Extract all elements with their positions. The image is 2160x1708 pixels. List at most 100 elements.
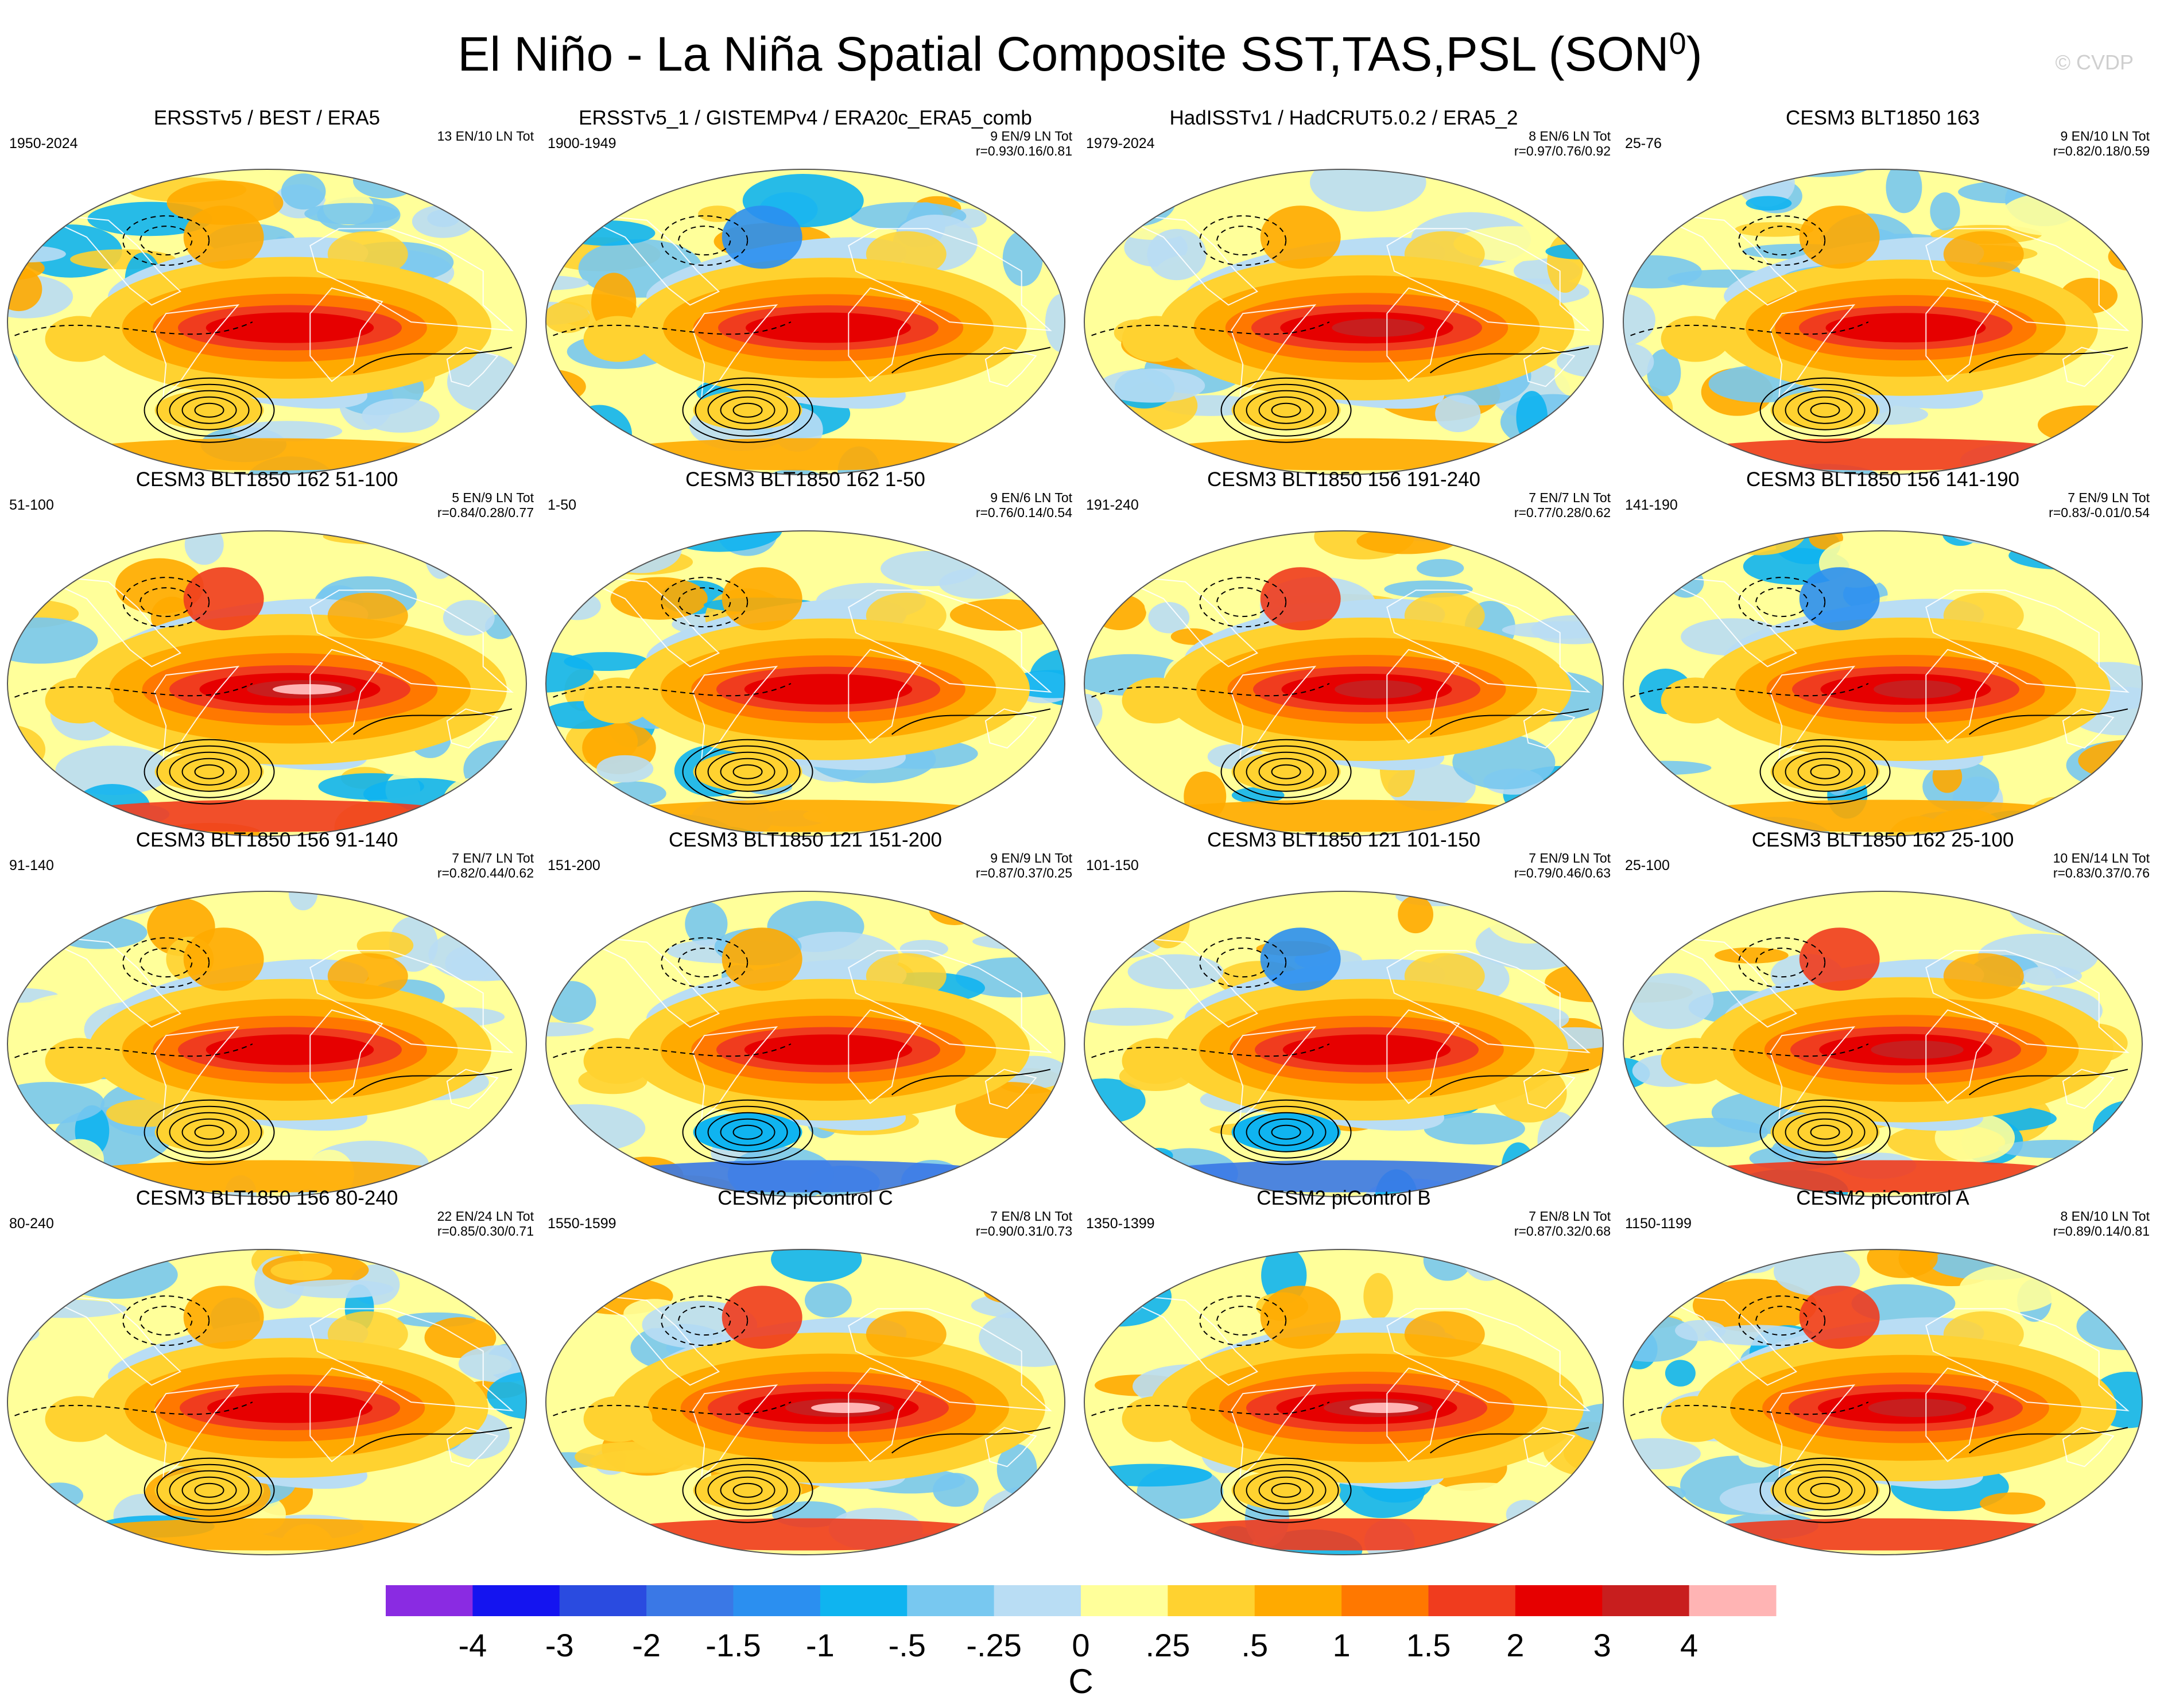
panel-event-count: 7 EN/9 LN Tot [1529, 851, 1611, 865]
colorbar-swatch [1341, 1585, 1429, 1616]
panel-title: CESM3 BLT1850 162 51-100 [135, 468, 398, 491]
colorbar-swatch [733, 1585, 821, 1616]
colorbar-swatch [1168, 1585, 1255, 1616]
panel-pattern-correlation: r=0.82/0.44/0.62 [437, 865, 534, 880]
panel-pattern-correlation: r=0.79/0.46/0.63 [1514, 865, 1611, 880]
panel-event-count: 9 EN/10 LN Tot [2060, 129, 2150, 143]
map-field [546, 891, 1065, 1197]
panel-event-count: 9 EN/6 LN Tot [990, 490, 1072, 505]
map-panel: ERSSTv5_1 / GISTEMPv4 / ERA20c_ERA5_comb… [538, 107, 1072, 475]
panel-pattern-correlation: r=0.76/0.14/0.54 [975, 505, 1072, 520]
map-panel: CESM3 BLT1850 162 25-100 25-100 10 EN/14 L… [1616, 829, 2150, 1197]
map-panel: CESM2 piControl A 1150-1199 8 EN/10 LN Tot… [1616, 1187, 2150, 1555]
colorbar-tick-label: -3 [545, 1627, 574, 1663]
map-panel: CESM3 BLT1850 163 25-76 9 EN/10 LN Tot r=0.… [1616, 107, 2150, 475]
colorbar-swatch [559, 1585, 647, 1616]
map-panel: HadISSTv1 / HadCRUT5.0.2 / ERA5_2 1979-20… [1077, 107, 1611, 475]
colorbar-tick-label: 1 [1333, 1627, 1351, 1663]
colorbar-swatch [1254, 1585, 1342, 1616]
panel-title: CESM3 BLT1850 121 151-200 [668, 829, 943, 851]
panel-event-count: 10 EN/14 LN Tot [2053, 851, 2150, 865]
composite-map [1084, 891, 1604, 1197]
colorbar-tick-label: -2 [632, 1627, 661, 1663]
map-field [7, 531, 526, 836]
map-field [1084, 1249, 1603, 1555]
composite-map [545, 530, 1065, 837]
panel-pattern-correlation: r=0.89/0.14/0.81 [2053, 1224, 2150, 1239]
panel-pattern-correlation: r=0.84/0.28/0.77 [437, 505, 534, 520]
panel-title: CESM2 piControl B [1257, 1187, 1431, 1209]
colorbar-tick-label: 4 [1680, 1627, 1698, 1663]
colorbar-tick-label: 1.5 [1406, 1627, 1451, 1663]
panel-title: CESM3 BLT1850 156 141-190 [1746, 468, 2020, 491]
panel-years: 141-190 [1625, 497, 1678, 513]
composite-map [7, 891, 527, 1197]
panel-years: 151-200 [548, 857, 600, 874]
panel-event-count: 9 EN/9 LN Tot [990, 851, 1072, 865]
colorbar-swatch [1081, 1585, 1168, 1616]
panel-event-count: 8 EN/6 LN Tot [1529, 129, 1611, 143]
colorbar-swatch [1602, 1585, 1690, 1616]
panel-pattern-correlation: r=0.77/0.28/0.62 [1514, 505, 1611, 520]
panel-pattern-correlation: r=0.87/0.37/0.25 [975, 865, 1072, 880]
panel-title: CESM3 BLT1850 156 191-240 [1207, 468, 1481, 491]
panel-years: 80-240 [9, 1216, 54, 1232]
composite-map [1084, 169, 1604, 475]
map-panel: ERSSTv5 / BEST / ERA5 1950-2024 13 EN/10 L… [0, 107, 534, 475]
panel-pattern-correlation: r=0.83/0.37/0.76 [2053, 865, 2150, 880]
panel-years: 25-76 [1625, 135, 1662, 152]
colorbar-tick-label: .5 [1241, 1627, 1268, 1663]
panel-title: CESM3 BLT1850 156 80-240 [135, 1187, 398, 1209]
panel-pattern-correlation: r=0.85/0.30/0.71 [437, 1224, 534, 1239]
cvdp-watermark: © CVDP [2055, 51, 2134, 74]
panel-pattern-correlation: r=0.87/0.32/0.68 [1514, 1224, 1611, 1239]
map-field [7, 1249, 526, 1555]
colorbar-tick-label: 2 [1506, 1627, 1524, 1663]
composite-map [545, 1249, 1065, 1555]
map-panel: CESM3 BLT1850 156 91-140 91-140 7 EN/7 LN … [0, 829, 534, 1197]
panel-pattern-correlation: r=0.93/0.16/0.81 [975, 143, 1072, 158]
panel-event-count: 7 EN/7 LN Tot [452, 851, 534, 865]
panel-title: CESM3 BLT1850 162 25-100 [1751, 829, 2014, 851]
map-panel: CESM3 BLT1850 121 101-150 101-150 7 EN/9 L… [1077, 829, 1611, 1197]
map-panel: CESM3 BLT1850 156 141-190 141-190 7 EN/9 L… [1616, 468, 2150, 837]
composite-map [7, 169, 527, 475]
panel-years: 1550-1599 [548, 1216, 616, 1232]
map-panel: CESM3 BLT1850 121 151-200 151-200 9 EN/9 L… [538, 829, 1072, 1197]
panel-event-count: 7 EN/9 LN Tot [2068, 490, 2150, 505]
panel-years: 51-100 [9, 497, 54, 513]
panel-event-count: 5 EN/9 LN Tot [452, 490, 534, 505]
panel-years: 25-100 [1625, 857, 1670, 874]
composite-map [545, 169, 1065, 475]
map-field [546, 169, 1065, 475]
colorbar-swatch [994, 1585, 1081, 1616]
composite-map [1623, 891, 2143, 1197]
colorbar-tick-label: -1.5 [705, 1627, 761, 1663]
colorbar-tick-label: 0 [1072, 1627, 1089, 1663]
panel-title: ERSSTv5 / BEST / ERA5 [153, 107, 381, 129]
map-field [1623, 169, 2142, 475]
panel-pattern-correlation: r=0.83/-0.01/0.54 [2049, 505, 2150, 520]
panel-pattern-correlation: r=0.90/0.31/0.73 [975, 1224, 1072, 1239]
panel-years: 1-50 [548, 497, 577, 513]
map-field [1623, 1249, 2142, 1555]
panel-pattern-correlation: r=0.82/0.18/0.59 [2053, 143, 2150, 158]
panel-years: 1350-1399 [1086, 1216, 1155, 1232]
panel-event-count: 7 EN/7 LN Tot [1529, 490, 1611, 505]
panel-event-count: 13 EN/10 LN Tot [437, 129, 534, 143]
colorbar-swatch [1428, 1585, 1516, 1616]
map-panel: CESM3 BLT1850 156 80-240 80-240 22 EN/24 L… [0, 1187, 534, 1555]
composite-map [1623, 169, 2143, 475]
panel-pattern-correlation: r=0.97/0.76/0.92 [1514, 143, 1611, 158]
composite-map [7, 1249, 527, 1555]
panel-years: 1979-2024 [1086, 135, 1155, 152]
colorbar-tick-label: -4 [458, 1627, 487, 1663]
map-panel: CESM3 BLT1850 162 1-50 1-50 9 EN/6 LN Tot r… [538, 468, 1072, 837]
panel-years: 1150-1199 [1625, 1216, 1692, 1232]
figure-title: El Niño - La Niña Spatial Composite SST,… [0, 15, 2160, 83]
colorbar-swatch [1515, 1585, 1603, 1616]
figure-title-suffix: ) [1686, 27, 1703, 81]
panel-title: CESM3 BLT1850 162 1-50 [685, 468, 925, 491]
panel-years: 1900-1949 [548, 135, 616, 152]
colorbar-swatch [472, 1585, 560, 1616]
